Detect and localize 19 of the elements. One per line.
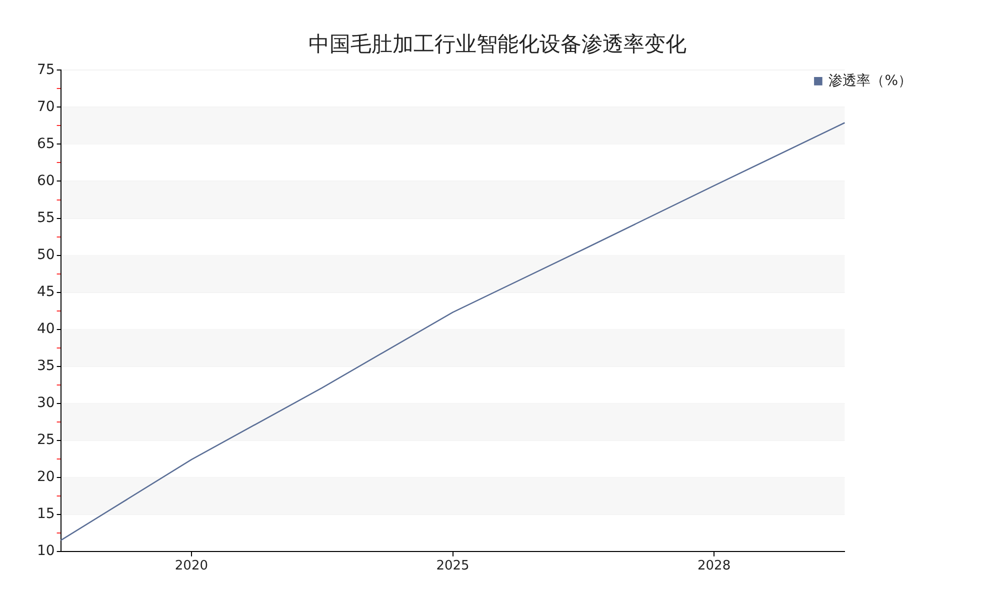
- y-tick-label: 15: [36, 506, 55, 522]
- x-tick-label: 2025: [436, 558, 470, 574]
- y-tick-label: 60: [36, 172, 55, 189]
- y-tick-label: 50: [36, 246, 55, 263]
- y-tick-label: 40: [36, 320, 55, 337]
- y-tick-label: 65: [36, 136, 55, 152]
- legend-label: 渗透率（%）: [828, 72, 912, 89]
- y-tick-label: 25: [36, 432, 55, 448]
- x-tick-label: 2020: [174, 558, 208, 574]
- y-tick-label: 45: [36, 284, 55, 300]
- y-tick-label: 10: [36, 543, 55, 560]
- y-tick-label: 30: [36, 394, 55, 411]
- y-tick-label: 55: [36, 210, 55, 226]
- chart-title: 中国毛肚加工行业智能化设备渗透率变化: [308, 32, 686, 56]
- y-tick-label: 20: [36, 469, 55, 486]
- y-tick-label: 70: [36, 98, 55, 115]
- y-tick-label: 75: [36, 62, 55, 78]
- x-tick-label: 2028: [698, 558, 731, 574]
- y-tick-label: 35: [36, 358, 55, 374]
